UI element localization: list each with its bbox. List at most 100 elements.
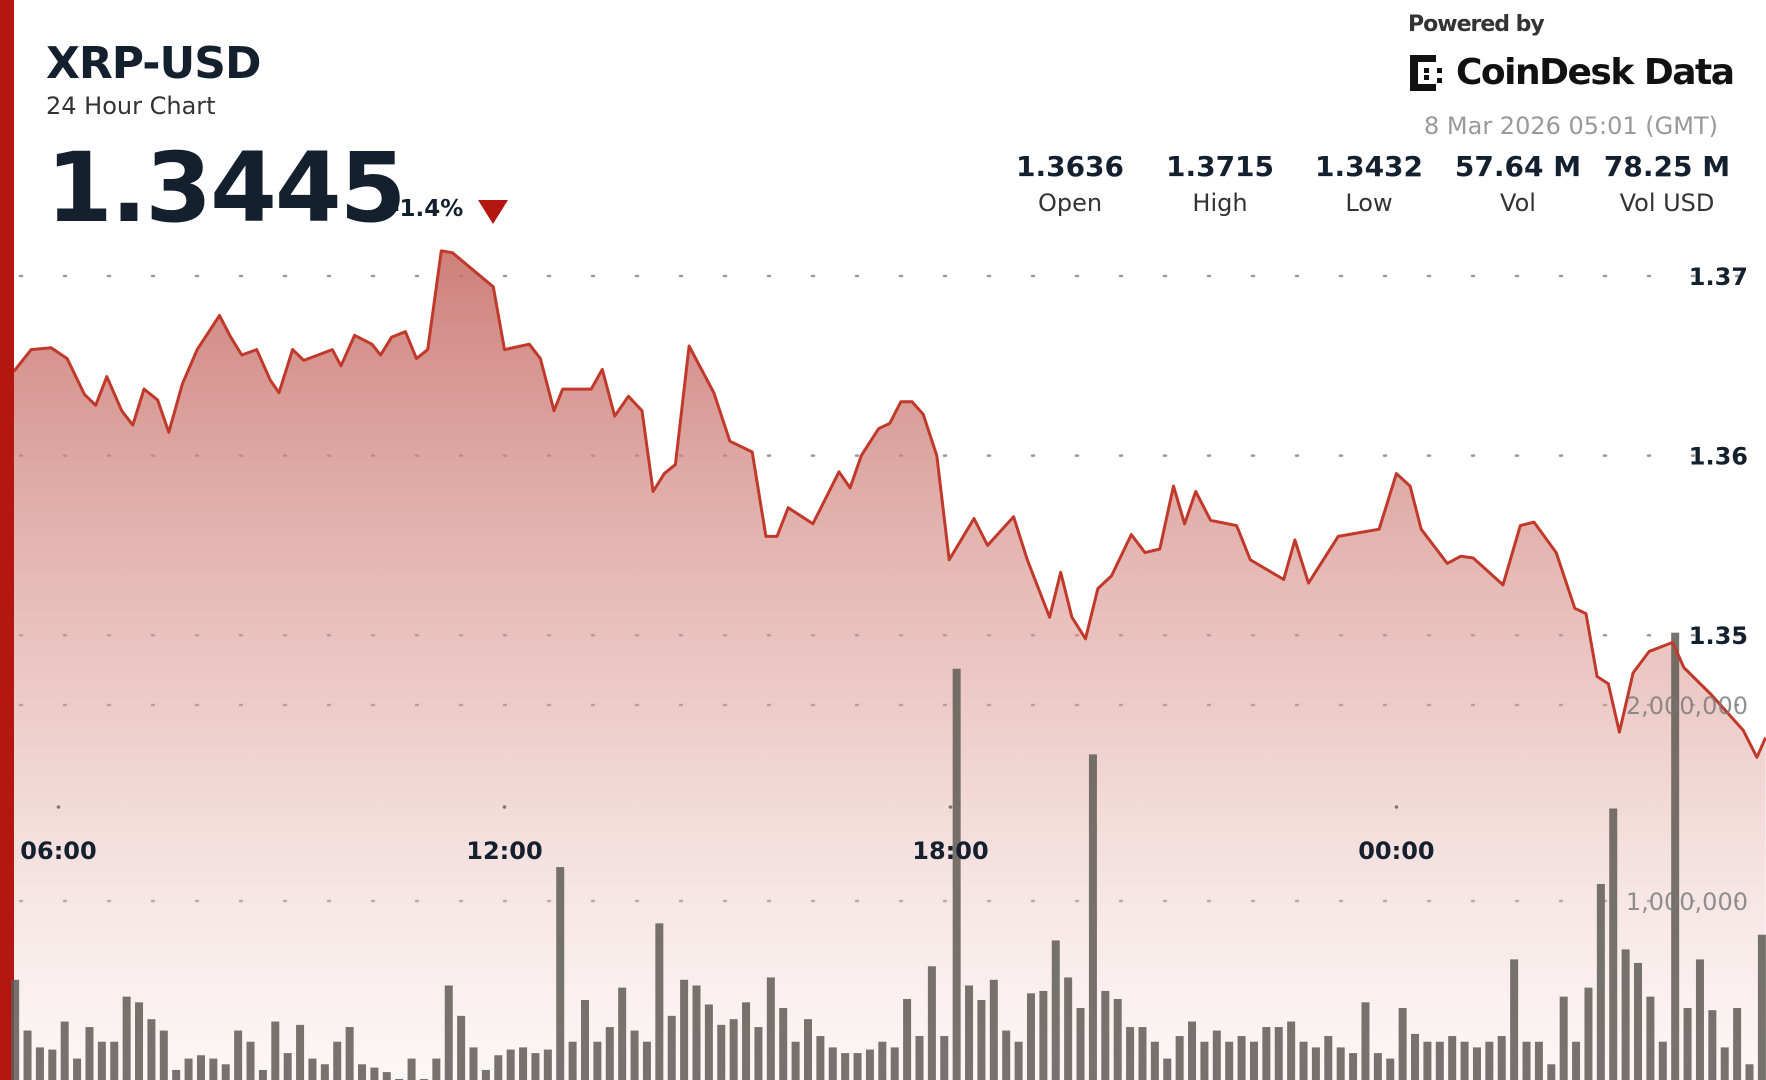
volume-bar <box>1188 1021 1197 1080</box>
volume-bar <box>419 1078 428 1080</box>
stat-value: 57.64 M <box>1454 150 1582 183</box>
volume-bar <box>903 999 912 1080</box>
price-change: -1.4% <box>390 196 464 222</box>
stat-label: Low <box>1345 189 1393 217</box>
volume-bar <box>927 966 936 1080</box>
volume-bar <box>704 1004 713 1080</box>
current-price: 1.3445 <box>46 132 406 244</box>
volume-bar <box>630 1030 639 1080</box>
time-tick-label: 00:00 <box>1358 837 1434 865</box>
volume-bar <box>841 1053 850 1080</box>
price-line <box>12 249 1766 759</box>
volume-bar <box>1249 1041 1258 1080</box>
volume-bar <box>234 1030 243 1080</box>
volume-bar <box>1262 1027 1271 1080</box>
volume-bar <box>1708 1010 1717 1080</box>
volume-bar <box>1547 1064 1556 1080</box>
volume-bar <box>97 1041 106 1080</box>
volume-bar <box>717 1024 726 1080</box>
volume-bar <box>35 1047 44 1080</box>
volume-bar <box>766 977 775 1080</box>
volume-bar <box>1621 949 1630 1080</box>
volume-bar <box>1113 999 1122 1080</box>
volume-bar <box>73 1058 82 1080</box>
volume-bar <box>1051 940 1060 1080</box>
volume-bar <box>1757 934 1766 1080</box>
volume-bar <box>60 1021 69 1080</box>
volume-bar <box>642 1041 651 1080</box>
volume-bar <box>1014 1041 1023 1080</box>
volume-bar <box>135 1002 144 1080</box>
volume-bar <box>754 1027 763 1080</box>
time-tick-label: 18:00 <box>912 837 988 865</box>
volume-bar <box>110 1041 119 1080</box>
volume-bar <box>1287 1021 1296 1080</box>
volume-bar <box>320 1064 329 1080</box>
volume-bar <box>878 1041 887 1080</box>
volume-bar <box>1361 1002 1370 1080</box>
volume-bar <box>1311 1047 1320 1080</box>
price-tick-label: 1.37 <box>1689 263 1748 291</box>
volume-bar <box>1559 996 1568 1080</box>
accent-bar <box>0 0 14 1080</box>
volume-bar <box>742 1002 751 1080</box>
volume-bar <box>1324 1036 1333 1080</box>
volume-bar <box>915 1036 924 1080</box>
volume-bar <box>444 985 453 1080</box>
volume-bar <box>1683 1008 1692 1080</box>
volume-bar <box>853 1053 862 1080</box>
volume-bar <box>1609 808 1618 1080</box>
stat-vol-usd: 78.25 M Vol USD <box>1592 150 1742 217</box>
volume-bar <box>1101 990 1110 1080</box>
volume-bar <box>1596 883 1605 1080</box>
volume-bar <box>1745 1064 1754 1080</box>
volume-bar <box>977 999 986 1080</box>
axis-labels: 1.37 1.36 1.35 2,000,000 1,000,000 06:00 12:00… <box>20 263 1748 916</box>
volume-bar <box>1386 1058 1395 1080</box>
volume-bar <box>1584 987 1593 1080</box>
stat-label: Vol USD <box>1619 189 1715 217</box>
volume-bar <box>1336 1047 1345 1080</box>
volume-bar <box>1398 1008 1407 1080</box>
volume-bar <box>494 1055 503 1080</box>
volume-bar <box>85 1027 94 1080</box>
volume-bar <box>382 1072 391 1080</box>
volume-bar <box>271 1021 280 1080</box>
ticker-symbol: XRP-USD <box>46 38 261 89</box>
volume-bar <box>1671 632 1680 1080</box>
volume-bar <box>209 1058 218 1080</box>
volume-bar <box>1733 1008 1742 1080</box>
volume-bar <box>370 1067 379 1080</box>
stat-low: 1.3432 Low <box>1294 150 1444 217</box>
volume-bar <box>1634 962 1643 1080</box>
volume-bar <box>779 1008 788 1080</box>
volume-bar <box>184 1058 193 1080</box>
volume-bar <box>1695 959 1704 1080</box>
time-tick-label: 06:00 <box>20 837 96 865</box>
volume-bar <box>1497 1036 1506 1080</box>
coindesk-logo: CoinDesk Data <box>1408 52 1735 93</box>
volume-bar <box>333 1041 342 1080</box>
volume-bar <box>816 1036 825 1080</box>
volume-bar <box>1237 1036 1246 1080</box>
brand-name: CoinDesk Data <box>1456 52 1735 93</box>
volume-bar <box>1460 1041 1469 1080</box>
volume-bar <box>593 1041 602 1080</box>
volume-bar <box>581 999 590 1080</box>
volume-bar <box>1720 1047 1729 1080</box>
volume-bar <box>618 987 627 1080</box>
volume-bar <box>11 979 20 1080</box>
volume-bar <box>196 1055 205 1080</box>
volume-bar <box>1646 996 1655 1080</box>
volume-tick-label: 1,000,000 <box>1626 888 1748 916</box>
volume-bar <box>1002 1030 1011 1080</box>
volume-bar <box>1658 1041 1667 1080</box>
volume-bar <box>432 1058 441 1080</box>
volume-bar <box>1039 990 1048 1080</box>
volume-bar <box>519 1047 528 1080</box>
volume-bar <box>865 1049 874 1080</box>
price-tick-label: 1.35 <box>1689 622 1748 650</box>
volume-bar <box>48 1049 57 1080</box>
volume-bar <box>1175 1036 1184 1080</box>
